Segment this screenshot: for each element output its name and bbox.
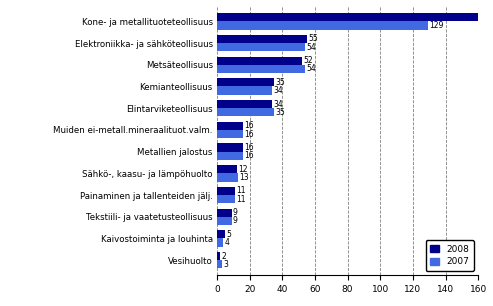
Bar xyxy=(217,252,220,260)
Bar xyxy=(217,43,305,51)
Bar xyxy=(217,100,273,108)
Text: 9: 9 xyxy=(233,208,238,217)
Text: 54: 54 xyxy=(307,64,316,73)
Text: 4: 4 xyxy=(225,238,230,247)
Text: 13: 13 xyxy=(240,173,249,182)
Bar xyxy=(217,78,274,87)
Bar xyxy=(217,173,238,181)
Bar xyxy=(217,144,243,151)
Text: 34: 34 xyxy=(274,86,283,95)
Text: 3: 3 xyxy=(223,260,228,269)
Text: 9: 9 xyxy=(233,216,238,226)
Text: 11: 11 xyxy=(236,195,246,204)
Text: 5: 5 xyxy=(226,230,231,239)
Bar xyxy=(217,130,243,138)
Bar xyxy=(217,230,225,238)
Text: 16: 16 xyxy=(245,121,254,130)
Bar xyxy=(217,217,232,225)
Text: 16: 16 xyxy=(245,143,254,152)
Bar xyxy=(217,151,243,160)
Bar xyxy=(217,57,302,65)
Bar xyxy=(217,260,222,268)
Text: 11: 11 xyxy=(236,186,246,196)
Bar xyxy=(217,21,427,30)
Bar xyxy=(217,108,274,117)
Text: 55: 55 xyxy=(308,34,318,43)
Text: 52: 52 xyxy=(303,56,313,65)
Text: 16: 16 xyxy=(245,129,254,139)
Bar xyxy=(217,122,243,130)
Text: 35: 35 xyxy=(276,108,285,117)
Bar xyxy=(217,195,235,203)
Bar xyxy=(217,35,307,43)
Text: 54: 54 xyxy=(307,43,316,52)
Bar xyxy=(217,87,273,95)
Text: 129: 129 xyxy=(429,21,443,30)
Bar xyxy=(217,238,223,247)
Text: 34: 34 xyxy=(274,99,283,109)
Bar xyxy=(217,13,493,21)
Text: 2: 2 xyxy=(221,252,226,261)
Text: 12: 12 xyxy=(238,165,247,174)
Bar xyxy=(217,187,235,195)
Text: 16: 16 xyxy=(245,151,254,160)
Legend: 2008, 2007: 2008, 2007 xyxy=(425,240,474,271)
Bar xyxy=(217,208,232,217)
Bar xyxy=(217,65,305,73)
Text: 35: 35 xyxy=(276,78,285,87)
Bar xyxy=(217,165,237,173)
